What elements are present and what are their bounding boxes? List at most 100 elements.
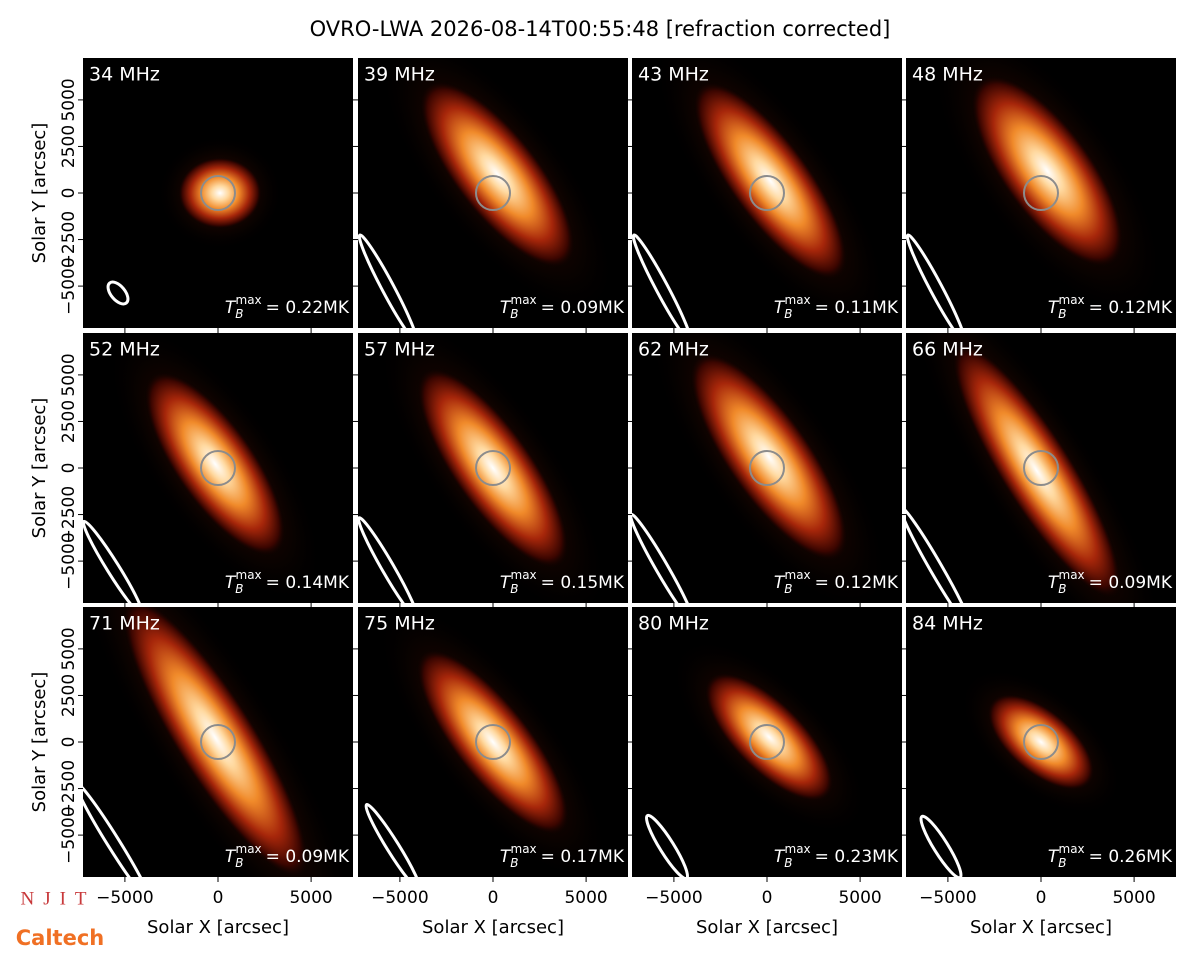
tmax-annotation: TBmax = 0.09MK xyxy=(225,842,350,870)
x-tick-label: 5000 xyxy=(289,888,332,908)
emission-source xyxy=(987,693,1095,791)
beam xyxy=(632,233,693,328)
panel-title: 66 MHz xyxy=(912,339,983,361)
panel-title: 34 MHz xyxy=(89,64,160,86)
logo-caltech: Caltech xyxy=(16,926,104,950)
panel-image xyxy=(358,333,609,603)
x-tick-label: 0 xyxy=(1036,888,1047,908)
panel: 57 MHz TBmax = 0.15MK xyxy=(353,333,628,608)
tb-sup: max xyxy=(236,842,262,856)
panel-title: 71 MHz xyxy=(89,613,160,635)
tmax-value: = 0.12MK xyxy=(1089,298,1173,318)
tb-sup: max xyxy=(785,842,811,856)
panel-title: 52 MHz xyxy=(89,339,160,361)
tb-sub: B xyxy=(235,307,243,321)
panel-image xyxy=(364,607,610,877)
panel-image xyxy=(906,333,1166,603)
emission-source xyxy=(689,351,849,563)
tmax-value: = 0.26MK xyxy=(1089,847,1173,867)
panel-image xyxy=(919,668,1123,877)
tmax-value: = 0.23MK xyxy=(815,847,899,867)
panel-image xyxy=(645,638,868,877)
x-tick-label: 0 xyxy=(762,888,773,908)
y-tick-label: 5000 xyxy=(59,627,79,670)
panel-image xyxy=(906,58,1165,328)
solar-disk xyxy=(200,175,236,211)
panel: 62 MHz TBmax = 0.12MK xyxy=(627,333,902,608)
solar-disk xyxy=(749,724,785,760)
tb-symbol: T xyxy=(500,298,512,318)
panel: 48 MHz TBmax = 0.12MK xyxy=(901,58,1176,333)
tb-sup: max xyxy=(236,568,262,582)
beam xyxy=(83,519,145,603)
beam xyxy=(83,781,152,877)
emission-source xyxy=(416,367,570,569)
tb-sup: max xyxy=(1059,842,1085,856)
tb-sup: max xyxy=(785,568,811,582)
tb-sup: max xyxy=(1059,568,1085,582)
beam xyxy=(906,505,973,603)
tb-sup: max xyxy=(1059,293,1085,307)
x-tick-label: 0 xyxy=(213,888,224,908)
emission-source xyxy=(121,607,310,877)
panel-title: 48 MHz xyxy=(912,64,983,86)
panel-title: 62 MHz xyxy=(638,339,709,361)
x-axis-label: Solar X [arcsec] xyxy=(696,917,838,938)
tb-sub: B xyxy=(510,307,518,321)
x-tick-label: 5000 xyxy=(838,888,881,908)
x-tick-label: 5000 xyxy=(1112,888,1155,908)
panel: 39 MHz TBmax = 0.09MK xyxy=(353,58,628,333)
tb-sub: B xyxy=(1058,582,1066,596)
tb-symbol: T xyxy=(500,573,512,593)
tb-sub: B xyxy=(510,582,518,596)
y-tick-label: −5000 xyxy=(59,806,79,864)
tb-symbol: T xyxy=(225,298,237,318)
panel-image xyxy=(632,333,890,603)
y-axis-label: Solar Y [arcsec] xyxy=(29,123,50,264)
tb-sup: max xyxy=(511,568,537,582)
panel-image xyxy=(83,333,324,603)
beam xyxy=(358,233,419,328)
tmax-value: = 0.12MK xyxy=(815,573,899,593)
tb-symbol: T xyxy=(774,573,786,593)
panel-title: 84 MHz xyxy=(912,613,983,635)
emission-source xyxy=(416,648,570,836)
tb-symbol: T xyxy=(1048,573,1060,593)
tb-symbol: T xyxy=(225,847,237,867)
tb-sup: max xyxy=(511,842,537,856)
beam xyxy=(364,802,422,877)
emission-source xyxy=(692,80,848,281)
solar-disk xyxy=(1023,175,1059,211)
emission-source xyxy=(144,370,287,557)
y-tick-label: −5000 xyxy=(59,532,79,590)
solar-disk xyxy=(475,724,511,760)
tmax-annotation: TBmax = 0.12MK xyxy=(1048,293,1173,321)
tmax-annotation: TBmax = 0.12MK xyxy=(774,568,899,596)
emission-source xyxy=(951,342,1122,600)
tb-sub: B xyxy=(510,856,518,870)
tb-sup: max xyxy=(785,293,811,307)
y-tick-label: −2500 xyxy=(59,760,79,818)
panel-title: 39 MHz xyxy=(364,64,435,86)
emission-source xyxy=(419,80,576,269)
beam xyxy=(358,516,419,603)
tmax-value: = 0.09MK xyxy=(541,298,625,318)
panel-image xyxy=(83,607,353,877)
tmax-value: = 0.09MK xyxy=(1089,573,1173,593)
x-tick-label: 0 xyxy=(488,888,499,908)
tb-sub: B xyxy=(784,582,792,596)
y-tick-label: 0 xyxy=(59,737,79,748)
y-axis-label: Solar Y [arcsec] xyxy=(29,398,50,539)
tmax-annotation: TBmax = 0.23MK xyxy=(774,842,899,870)
panel-title: 57 MHz xyxy=(364,339,435,361)
solar-disk xyxy=(749,450,785,486)
y-tick-label: 2500 xyxy=(59,400,79,443)
tb-symbol: T xyxy=(225,573,237,593)
panel: 66 MHz TBmax = 0.09MK xyxy=(901,333,1176,608)
solar-disk xyxy=(475,450,511,486)
tmax-annotation: TBmax = 0.26MK xyxy=(1048,842,1173,870)
tb-sub: B xyxy=(784,856,792,870)
emission-source xyxy=(970,74,1125,268)
